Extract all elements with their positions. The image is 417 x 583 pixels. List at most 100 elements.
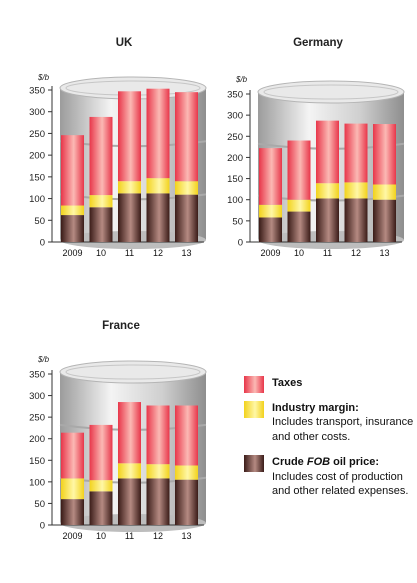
legend-desc-crude: Includes cost of production and other re… xyxy=(272,470,409,498)
legend-swatch-taxes xyxy=(244,376,264,393)
bar-segment-crude xyxy=(118,193,141,242)
bar-segment-margin xyxy=(175,465,198,480)
y-tick-label: 200 xyxy=(227,153,243,164)
y-tick-label: 300 xyxy=(29,107,45,118)
x-tick-label: 10 xyxy=(96,248,106,258)
legend-label-crude-post: oil price: xyxy=(330,456,379,469)
barrel-lid xyxy=(59,360,207,384)
x-tick-label: 2009 xyxy=(62,248,82,258)
bar-segment-crude xyxy=(287,211,311,242)
bar-segment-crude xyxy=(146,193,170,242)
y-tick-label: 150 xyxy=(227,174,243,185)
bar-segment-taxes xyxy=(146,88,170,179)
x-tick-label: 13 xyxy=(379,248,389,258)
bar-segment-margin xyxy=(287,199,311,212)
y-tick-label: 350 xyxy=(29,370,45,381)
chart-title: Germany xyxy=(293,37,343,49)
bar-segment-taxes xyxy=(175,405,198,466)
y-tick-label: 350 xyxy=(227,90,243,101)
bar-segment-margin xyxy=(373,184,396,200)
bar-segment-margin xyxy=(118,463,141,479)
legend-label-crude-pre: Crude xyxy=(272,456,307,469)
barrel-lid-rim xyxy=(65,364,201,380)
y-tick-label: 0 xyxy=(40,238,45,249)
bar-segment-margin xyxy=(118,181,141,194)
y-tick-label: 250 xyxy=(29,413,45,424)
bar-segment-taxes xyxy=(373,124,396,185)
x-tick-label: 11 xyxy=(125,248,134,258)
bar-segment-crude xyxy=(259,217,282,242)
bar-segment-margin xyxy=(175,181,198,195)
bar-segment-crude xyxy=(89,491,113,525)
bar-segment-margin xyxy=(316,183,339,199)
y-tick-label: 200 xyxy=(29,434,45,445)
x-tick-label: 10 xyxy=(96,531,106,541)
chart-title: France xyxy=(102,320,140,332)
y-unit-label: $/b xyxy=(235,75,248,84)
y-tick-label: 100 xyxy=(29,194,45,205)
x-tick-label: 12 xyxy=(153,531,163,541)
bar-segment-margin xyxy=(89,480,113,492)
y-tick-label: 200 xyxy=(29,151,45,162)
y-tick-label: 50 xyxy=(232,216,243,227)
bar-segment-crude xyxy=(61,499,84,525)
x-tick-label: 13 xyxy=(181,248,191,258)
chart-germany: Germany $/b 0 50 100 150 200 250 300 350 2009 10 11 1… xyxy=(227,37,402,258)
x-tick-label: 11 xyxy=(323,248,332,258)
bar-segment-crude xyxy=(316,198,339,242)
bar-segment-taxes xyxy=(287,140,311,200)
bar-segment-taxes xyxy=(259,148,282,205)
y-tick-label: 50 xyxy=(34,499,45,510)
bar-segment-crude xyxy=(175,194,198,242)
bar-segment-crude xyxy=(175,479,198,525)
y-unit-label: $/b xyxy=(37,355,50,364)
bar-segment-taxes xyxy=(89,116,113,196)
legend-desc-margin: Includes transport, insurance and other … xyxy=(272,416,414,443)
y-tick-label: 250 xyxy=(29,129,45,140)
bar-segment-margin xyxy=(61,478,84,500)
legend-label-taxes: Taxes xyxy=(272,377,303,389)
legend-item-crude: Crude FOB oil price: Includes cost of pr… xyxy=(244,455,414,499)
y-tick-label: 0 xyxy=(40,521,45,532)
x-tick-label: 2009 xyxy=(260,248,280,258)
bar-segment-crude xyxy=(61,215,84,242)
y-tick-label: 150 xyxy=(29,456,45,467)
chart-uk: UK $/b 0 50 100 150 200 250 300 350 2009 10 11 12 13 xyxy=(29,37,204,258)
legend-label-crude: Crude FOB oil price: xyxy=(272,455,414,470)
bar-segment-taxes xyxy=(175,92,198,182)
legend-label-margin: Industry margin: xyxy=(272,401,359,414)
chart-france: France $/b 0 50 100 150 200 250 300 350 2009 10 11 12… xyxy=(29,320,204,541)
bar-segment-margin xyxy=(146,464,170,479)
legend-swatch-crude xyxy=(244,455,264,473)
x-tick-label: 12 xyxy=(351,248,361,258)
y-tick-label: 300 xyxy=(29,391,45,402)
bar-segment-margin xyxy=(89,195,113,208)
bar-segment-crude xyxy=(89,207,113,242)
bar-segment-taxes xyxy=(118,91,141,182)
bar-segment-margin xyxy=(344,182,368,199)
legend-swatch-margin xyxy=(244,400,264,418)
x-tick-label: 2009 xyxy=(62,531,82,541)
y-tick-label: 0 xyxy=(238,238,243,249)
bar-segment-crude xyxy=(373,199,396,242)
y-tick-label: 250 xyxy=(227,132,243,143)
bar-segment-margin xyxy=(146,178,170,194)
bar-segment-crude xyxy=(146,478,170,525)
legend: Taxes Industry margin: Includes transpor… xyxy=(244,376,414,509)
bar-segment-crude xyxy=(344,198,368,242)
y-tick-label: 100 xyxy=(29,477,45,488)
x-tick-label: 12 xyxy=(153,248,163,258)
chart-title: UK xyxy=(116,37,133,49)
y-tick-label: 150 xyxy=(29,172,45,183)
y-tick-label: 300 xyxy=(227,111,243,122)
bar-segment-taxes xyxy=(89,424,113,481)
x-tick-label: 11 xyxy=(125,531,134,541)
bar-segment-crude xyxy=(118,478,141,525)
barrel-lid-rim xyxy=(263,84,399,100)
y-unit-label: $/b xyxy=(37,73,50,82)
legend-item-margin: Industry margin: Includes transport, ins… xyxy=(244,400,414,445)
y-tick-label: 350 xyxy=(29,86,45,97)
barrel-lid xyxy=(257,80,405,104)
bar-segment-taxes xyxy=(316,120,339,184)
